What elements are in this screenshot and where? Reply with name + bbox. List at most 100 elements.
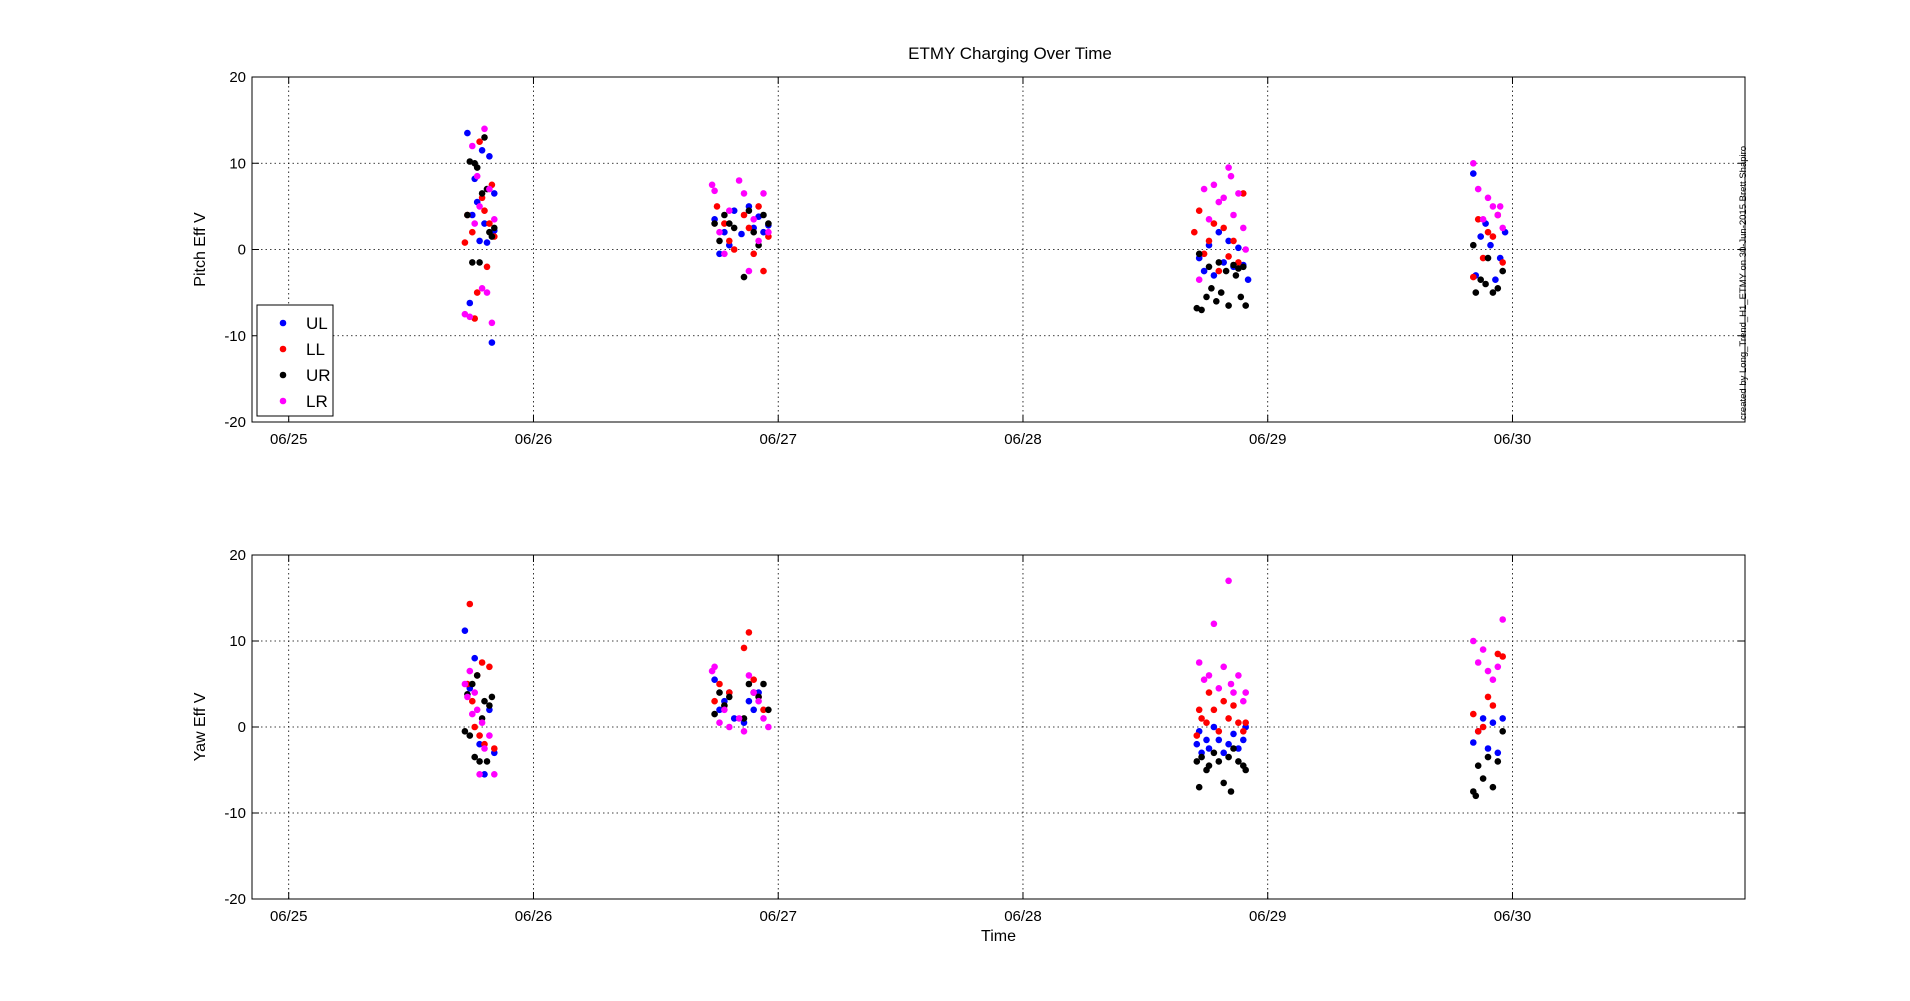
data-point bbox=[1484, 745, 1492, 752]
data-point bbox=[478, 285, 486, 292]
legend-marker-lr bbox=[279, 397, 287, 405]
data-point bbox=[476, 259, 483, 266]
data-point bbox=[711, 676, 718, 683]
data-point bbox=[486, 153, 493, 160]
data-point bbox=[1210, 749, 1218, 757]
data-point bbox=[1479, 775, 1487, 782]
data-point bbox=[471, 753, 479, 761]
data-point bbox=[461, 627, 469, 634]
data-point bbox=[721, 250, 728, 258]
data-point bbox=[491, 190, 498, 197]
data-point bbox=[466, 313, 474, 321]
data-point bbox=[730, 207, 738, 214]
data-point bbox=[469, 228, 476, 236]
data-point bbox=[1220, 259, 1227, 266]
data-point bbox=[1195, 659, 1203, 666]
x-tick-label: 06/29 bbox=[1249, 431, 1287, 448]
data-point bbox=[716, 689, 723, 696]
data-point bbox=[1200, 185, 1208, 193]
data-point bbox=[478, 147, 486, 154]
data-point bbox=[1220, 663, 1227, 671]
data-point bbox=[708, 181, 716, 189]
data-point bbox=[760, 715, 767, 722]
data-point bbox=[765, 220, 772, 227]
data-point bbox=[486, 220, 493, 227]
data-point bbox=[1470, 739, 1477, 746]
data-point bbox=[481, 771, 488, 778]
data-point bbox=[730, 224, 738, 232]
data-point bbox=[471, 654, 479, 662]
data-point bbox=[476, 732, 483, 739]
data-point bbox=[745, 672, 753, 679]
x-tick-label: 06/27 bbox=[759, 908, 797, 925]
data-point bbox=[476, 758, 483, 765]
data-point bbox=[1494, 758, 1502, 765]
data-point bbox=[473, 172, 481, 180]
data-point bbox=[1472, 792, 1480, 800]
data-point bbox=[1227, 788, 1235, 795]
data-point bbox=[1474, 216, 1482, 223]
data-point bbox=[1217, 289, 1225, 296]
data-point bbox=[1489, 233, 1497, 240]
data-point bbox=[469, 680, 476, 688]
data-point bbox=[491, 771, 498, 778]
data-point bbox=[488, 319, 496, 327]
data-point bbox=[476, 138, 483, 145]
data-point bbox=[1213, 298, 1220, 305]
data-point bbox=[1240, 736, 1247, 744]
data-point bbox=[481, 220, 488, 227]
data-point bbox=[476, 740, 483, 748]
data-point bbox=[461, 310, 469, 318]
data-point bbox=[1195, 250, 1203, 258]
x-tick-label: 06/26 bbox=[515, 431, 553, 448]
data-point bbox=[1222, 267, 1230, 275]
data-point bbox=[745, 680, 753, 688]
data-point bbox=[711, 710, 718, 718]
y-tick-label: 10 bbox=[229, 155, 246, 172]
data-point bbox=[1230, 211, 1237, 219]
credit-text: created by Long_Trend_H1_ETMY on 30-Jun-… bbox=[1738, 145, 1749, 420]
data-point bbox=[483, 239, 491, 246]
data-point bbox=[473, 289, 481, 296]
y-tick-label: -20 bbox=[224, 414, 246, 431]
y-tick-label: 20 bbox=[229, 69, 246, 86]
data-point bbox=[491, 745, 498, 752]
data-point bbox=[721, 220, 728, 227]
data-point bbox=[1494, 285, 1502, 292]
data-point bbox=[1210, 181, 1218, 189]
data-point bbox=[1244, 276, 1252, 284]
data-point bbox=[1227, 680, 1235, 688]
data-point bbox=[481, 125, 488, 133]
series-lr bbox=[461, 125, 1506, 327]
data-point bbox=[469, 710, 476, 718]
data-point bbox=[1484, 753, 1492, 761]
data-point bbox=[745, 224, 753, 232]
data-point bbox=[469, 211, 476, 219]
data-point bbox=[745, 267, 753, 275]
legend-marker-ll bbox=[279, 345, 287, 353]
data-point bbox=[750, 250, 757, 258]
data-point bbox=[478, 719, 486, 726]
data-point bbox=[711, 663, 718, 671]
data-point bbox=[760, 680, 767, 688]
data-point bbox=[481, 697, 488, 705]
y-tick-label: -20 bbox=[224, 891, 246, 908]
data-point bbox=[1230, 689, 1237, 696]
credit-text-container: created by Long_Trend_H1_ETMY on 30-Jun-… bbox=[1738, 146, 1749, 430]
data-point bbox=[740, 211, 748, 219]
data-point bbox=[1479, 646, 1487, 653]
data-point bbox=[471, 723, 479, 731]
data-point bbox=[735, 177, 743, 184]
data-point bbox=[486, 702, 493, 709]
data-point bbox=[1487, 241, 1494, 249]
data-point bbox=[1230, 261, 1237, 269]
y-axis-label: Yaw Eff V bbox=[192, 692, 209, 761]
data-point bbox=[1499, 728, 1506, 735]
data-point bbox=[1230, 745, 1237, 752]
x-tick-label: 06/28 bbox=[1004, 431, 1042, 448]
data-point bbox=[721, 228, 728, 236]
data-point bbox=[716, 680, 723, 688]
data-point bbox=[1235, 244, 1242, 252]
data-point bbox=[716, 237, 723, 245]
data-point bbox=[726, 220, 733, 227]
